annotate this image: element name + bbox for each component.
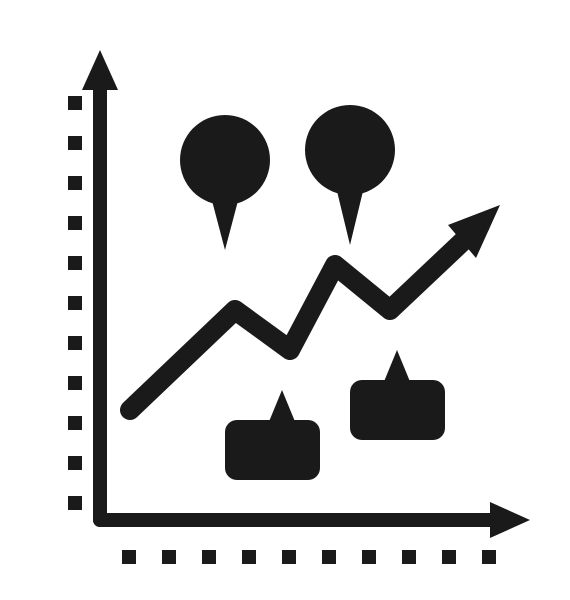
x-tick-5 — [322, 550, 336, 564]
y-tick-1 — [68, 136, 82, 150]
y-tick-5 — [68, 296, 82, 310]
y-tick-10 — [68, 496, 82, 510]
x-tick-3 — [242, 550, 256, 564]
x-tick-0 — [122, 550, 136, 564]
x-tick-9 — [482, 550, 496, 564]
y-tick-0 — [68, 96, 82, 110]
x-tick-1 — [162, 550, 176, 564]
x-tick-8 — [442, 550, 456, 564]
y-tick-7 — [68, 376, 82, 390]
x-tick-6 — [362, 550, 376, 564]
x-tick-7 — [402, 550, 416, 564]
y-tick-3 — [68, 216, 82, 230]
trend-chart-icon — [0, 0, 570, 600]
y-tick-2 — [68, 176, 82, 190]
x-tick-4 — [282, 550, 296, 564]
y-tick-6 — [68, 336, 82, 350]
y-tick-9 — [68, 456, 82, 470]
y-tick-4 — [68, 256, 82, 270]
y-tick-8 — [68, 416, 82, 430]
x-tick-2 — [202, 550, 216, 564]
